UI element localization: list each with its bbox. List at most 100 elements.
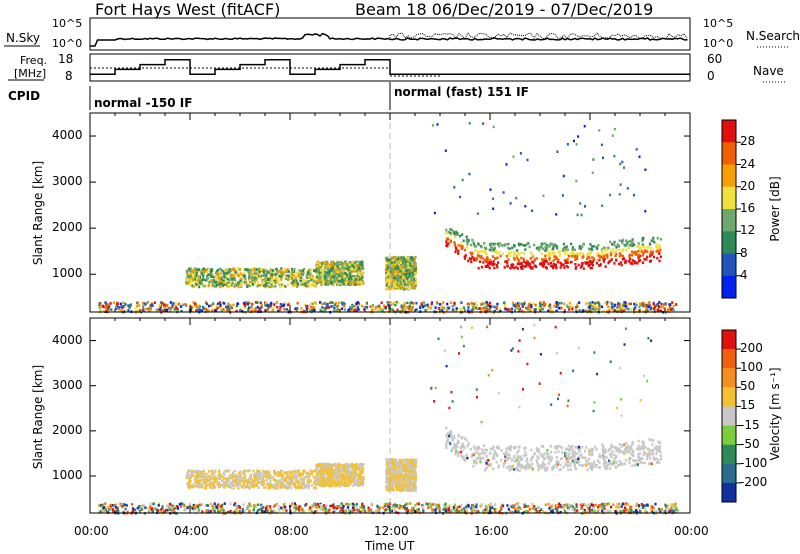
echo-cell: [99, 302, 102, 305]
echo-cell: [592, 506, 595, 509]
echo-cell: [333, 267, 336, 270]
echo-cell: [361, 275, 364, 279]
echo-cell: [324, 274, 327, 278]
echo-cell: [363, 308, 366, 311]
echo-cell: [211, 484, 214, 487]
echo-cell: [310, 278, 313, 282]
echo-cell: [494, 257, 497, 260]
echo-cell: [598, 504, 602, 507]
echo-cell: [588, 256, 591, 259]
echo-cell: [316, 261, 319, 264]
echo-cell: [138, 508, 141, 511]
echo-cell: [332, 265, 335, 268]
echo-cell: [631, 254, 634, 257]
echo-cell: [547, 309, 550, 313]
echo-cell: [171, 504, 174, 508]
echo-cell: [480, 245, 483, 249]
echo-cell: [297, 480, 300, 484]
echo-cell: [280, 478, 283, 481]
echo-cell: [329, 278, 332, 281]
echo-cell: [598, 129, 601, 132]
echo-cell: [525, 264, 528, 268]
echo-cell: [540, 263, 543, 266]
echo-cell: [506, 308, 509, 311]
echo-cell: [606, 300, 609, 304]
echo-cell: [239, 284, 242, 288]
echo-cell: [636, 502, 639, 506]
echo-cell: [643, 507, 646, 510]
echo-cell: [551, 266, 555, 270]
echo-cell: [522, 244, 525, 247]
echo-cell: [121, 504, 124, 508]
echo-cell: [412, 264, 415, 268]
echo-cell: [573, 139, 575, 143]
echo-cell: [250, 305, 253, 309]
echo-cell: [117, 510, 120, 513]
echo-cell: [604, 248, 608, 251]
echo-cell: [521, 305, 524, 308]
echo-cell: [471, 303, 474, 306]
echo-cell: [171, 304, 174, 307]
echo-cell: [260, 503, 263, 507]
echo-cell: [656, 303, 659, 306]
echo-cell: [275, 281, 278, 285]
echo-cell: [250, 267, 253, 271]
echo-cell: [672, 304, 675, 308]
echo-cell: [626, 241, 629, 244]
echo-cell: [283, 268, 286, 271]
echo-cell: [387, 270, 390, 273]
echo-cell: [400, 284, 403, 288]
echo-cell: [328, 301, 332, 304]
echo-cell: [631, 238, 634, 241]
echo-cell: [395, 267, 399, 270]
echo-cell: [481, 306, 484, 310]
echo-cell: [226, 476, 229, 480]
echo-cell: [228, 476, 231, 480]
echo-cell: [408, 305, 411, 308]
echo-cell: [568, 507, 571, 511]
echo-cell: [399, 275, 402, 279]
echo-cell: [390, 281, 393, 285]
echo-cell: [540, 508, 543, 511]
echo-cell: [575, 308, 578, 311]
echo-cell: [353, 261, 357, 264]
echo-cell: [173, 308, 176, 311]
echo-cell: [255, 272, 258, 275]
echo-cell: [676, 509, 679, 512]
nsearch-series-line: [389, 32, 688, 40]
echo-cell: [101, 304, 104, 308]
echo-cell: [455, 307, 458, 310]
echo-cell: [639, 509, 642, 512]
echo-cell: [325, 265, 328, 268]
echo-cell: [243, 509, 246, 512]
echo-cell: [348, 277, 351, 281]
echo-cell: [554, 257, 557, 261]
echo-cell: [317, 265, 320, 269]
echo-cell: [206, 274, 209, 278]
echo-cell: [352, 277, 355, 280]
echo-cell: [329, 276, 332, 280]
echo-cell: [281, 475, 284, 478]
echo-cell: [145, 307, 148, 311]
echo-cell: [257, 274, 260, 278]
echo-cell: [654, 309, 658, 313]
echo-cell: [614, 303, 617, 307]
echo-cell: [238, 479, 241, 482]
echo-cell: [641, 245, 644, 248]
echo-cell: [603, 503, 606, 506]
echo-cell: [212, 283, 215, 286]
echo-cell: [448, 228, 452, 231]
echo-cell: [186, 272, 189, 275]
echo-cell: [241, 310, 244, 313]
echo-cell: [265, 301, 268, 304]
echo-cell: [507, 251, 510, 254]
echo-cell: [214, 277, 217, 281]
echo-cell: [460, 242, 463, 246]
echo-cell: [345, 270, 348, 274]
echo-cell: [630, 505, 633, 509]
echo-cell: [597, 509, 600, 513]
echo-cell: [246, 283, 250, 287]
echo-cell: [193, 267, 197, 270]
echo-cell: [454, 250, 457, 254]
echo-cell: [548, 256, 551, 259]
